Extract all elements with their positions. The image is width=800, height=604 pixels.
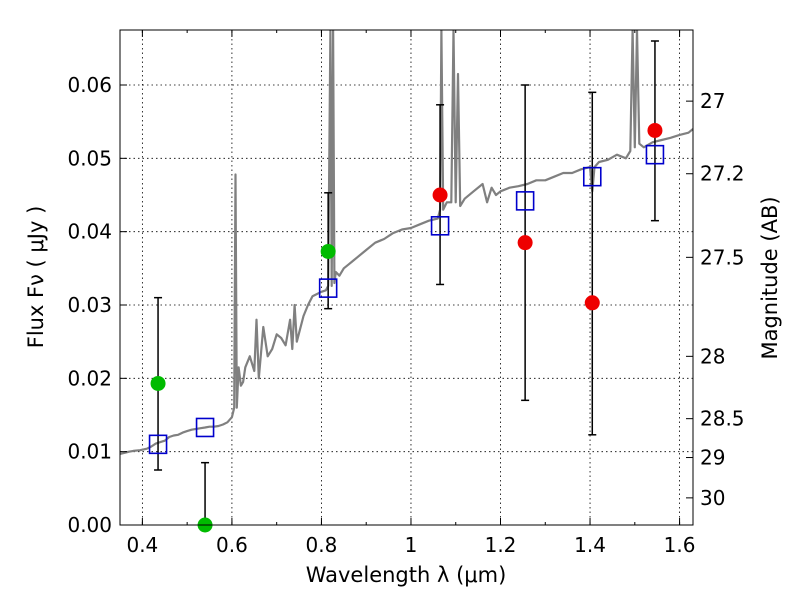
x-axis-title: Wavelength λ (μm) — [306, 563, 507, 587]
x-tick-label: 1.4 — [574, 533, 606, 557]
right-tick-label: 29 — [700, 446, 725, 470]
model-square-marker — [195, 417, 215, 438]
green-data-point — [150, 375, 166, 391]
plot-frame — [119, 29, 694, 526]
x-tick-label: 0.6 — [216, 533, 248, 557]
plot-background — [120, 30, 693, 525]
x-tick-label: 1.6 — [664, 533, 696, 557]
x-tick-label: 0.8 — [306, 533, 338, 557]
right-tick-label: 28.5 — [700, 407, 745, 431]
red-data-point — [432, 187, 448, 203]
x-tick-label: 0.4 — [126, 533, 158, 557]
red-data-point — [584, 295, 600, 311]
model-square-marker — [148, 434, 168, 455]
right-axis-title: Magnitude (AB) — [758, 196, 782, 359]
x-tick-label: 1.2 — [485, 533, 517, 557]
right-tick-label: 27 — [700, 89, 725, 113]
y-tick-label: 0.01 — [67, 440, 112, 464]
model-square-marker — [645, 144, 665, 165]
y-tick-label: 0.05 — [67, 146, 112, 170]
right-tick-label: 28 — [700, 344, 725, 368]
red-data-point — [647, 122, 663, 138]
right-tick-label: 30 — [700, 486, 725, 510]
right-tick-label: 27.5 — [700, 245, 745, 269]
y-tick-label: 0.02 — [67, 366, 112, 390]
x-tick-label: 1 — [405, 533, 418, 557]
y-tick-label: 0.03 — [67, 293, 112, 317]
model-square-marker — [515, 191, 535, 211]
y-tick-label: 0.06 — [67, 73, 112, 97]
tick-layer: 0.4 0.6 0.8 1 1.2 1.4 1.6 0.00 0.01 0.02 0.03 0.04 0… — [67, 30, 745, 557]
y-tick-label: 0.04 — [67, 220, 112, 244]
y-tick-label: 0.00 — [67, 513, 112, 537]
red-data-point — [517, 235, 533, 251]
green-data-point — [320, 243, 336, 259]
model-square-marker — [318, 278, 338, 298]
model-square-marker — [430, 216, 450, 236]
model-square-marker — [582, 166, 602, 187]
y-axis-title: Flux Fν ( μJy ) — [24, 206, 48, 349]
right-tick-label: 27.2 — [700, 162, 745, 186]
marker-layer — [148, 122, 665, 533]
